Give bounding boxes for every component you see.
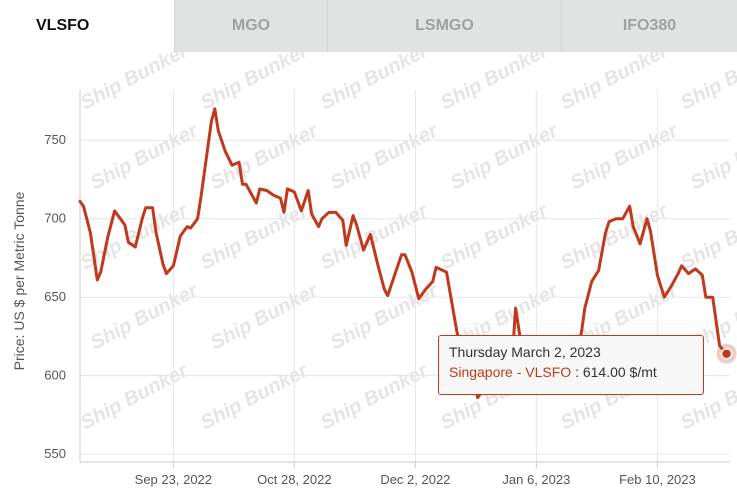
watermark-text: Ship Bunker: [567, 119, 682, 194]
watermark-text: Ship Bunker: [437, 199, 552, 274]
tab-ifo380[interactable]: IFO380: [561, 0, 737, 52]
tooltip-value: : 614.00 $/mt: [575, 364, 657, 380]
tab-mgo[interactable]: MGO: [174, 0, 327, 52]
watermark-text: Ship Bunker: [207, 279, 322, 354]
y-axis-title: Price: US $ per Metric Tonne: [11, 191, 27, 370]
data-tooltip: Thursday March 2, 2023 Singapore - VLSFO…: [438, 335, 704, 395]
fuel-tabs: VLSFO MGO LSMGO IFO380: [0, 0, 737, 52]
x-tick-label: Feb 10, 2023: [619, 472, 696, 487]
y-tick-label: 750: [44, 132, 66, 147]
y-tick-label: 600: [44, 368, 66, 383]
watermark-text: Ship Bunker: [77, 359, 192, 434]
tooltip-series-name: Singapore - VLSFO: [449, 364, 572, 380]
x-axis-ticks: Sep 23, 2022 Oct 28, 2022 Dec 2, 2022 Jan 6…: [135, 462, 696, 487]
tooltip-date: Thursday March 2, 2023: [449, 344, 601, 360]
watermark-text: Ship Bunker: [207, 119, 322, 194]
watermark-text: Ship Bunker: [87, 119, 202, 194]
y-tick-label: 700: [44, 211, 66, 226]
watermark-text: Ship Bunker: [447, 119, 562, 194]
watermark-text: Ship Bunker: [87, 279, 202, 354]
y-axis-ticks: 550 600 650 700 750: [44, 132, 66, 461]
x-tick-label: Sep 23, 2022: [135, 472, 212, 487]
watermark-text: Ship Bunker: [197, 52, 312, 114]
tab-vlsfo[interactable]: VLSFO: [0, 0, 174, 52]
watermark-text: Ship Bunker: [677, 52, 737, 114]
hover-point-marker: [720, 347, 733, 360]
watermark-text: Ship Bunker: [557, 52, 672, 114]
watermark-text: Ship Bunker: [327, 119, 442, 194]
price-chart: Ship Bunker Ship Bunker Ship Bunker Ship Bu…: [11, 52, 737, 487]
watermark-text: Ship Bunker: [77, 52, 192, 114]
x-tick-label: Dec 2, 2022: [380, 472, 450, 487]
watermark-text: Ship Bunker: [687, 119, 737, 194]
tooltip-value-row: Singapore - VLSFO : 614.00 $/mt: [449, 364, 693, 380]
series-line: [78, 107, 728, 400]
y-tick-label: 650: [44, 289, 66, 304]
tab-lsmgo[interactable]: LSMGO: [327, 0, 561, 52]
x-tick-label: Jan 6, 2023: [502, 472, 570, 487]
y-tick-label: 550: [44, 446, 66, 461]
watermark-text: Ship Bunker: [197, 199, 312, 274]
watermark-text: Ship Bunker: [677, 199, 737, 274]
series-layer: [78, 107, 737, 400]
x-tick-label: Oct 28, 2022: [257, 472, 331, 487]
watermark-text: Ship Bunker: [197, 359, 312, 434]
watermark-text: Ship Bunker: [437, 52, 552, 114]
